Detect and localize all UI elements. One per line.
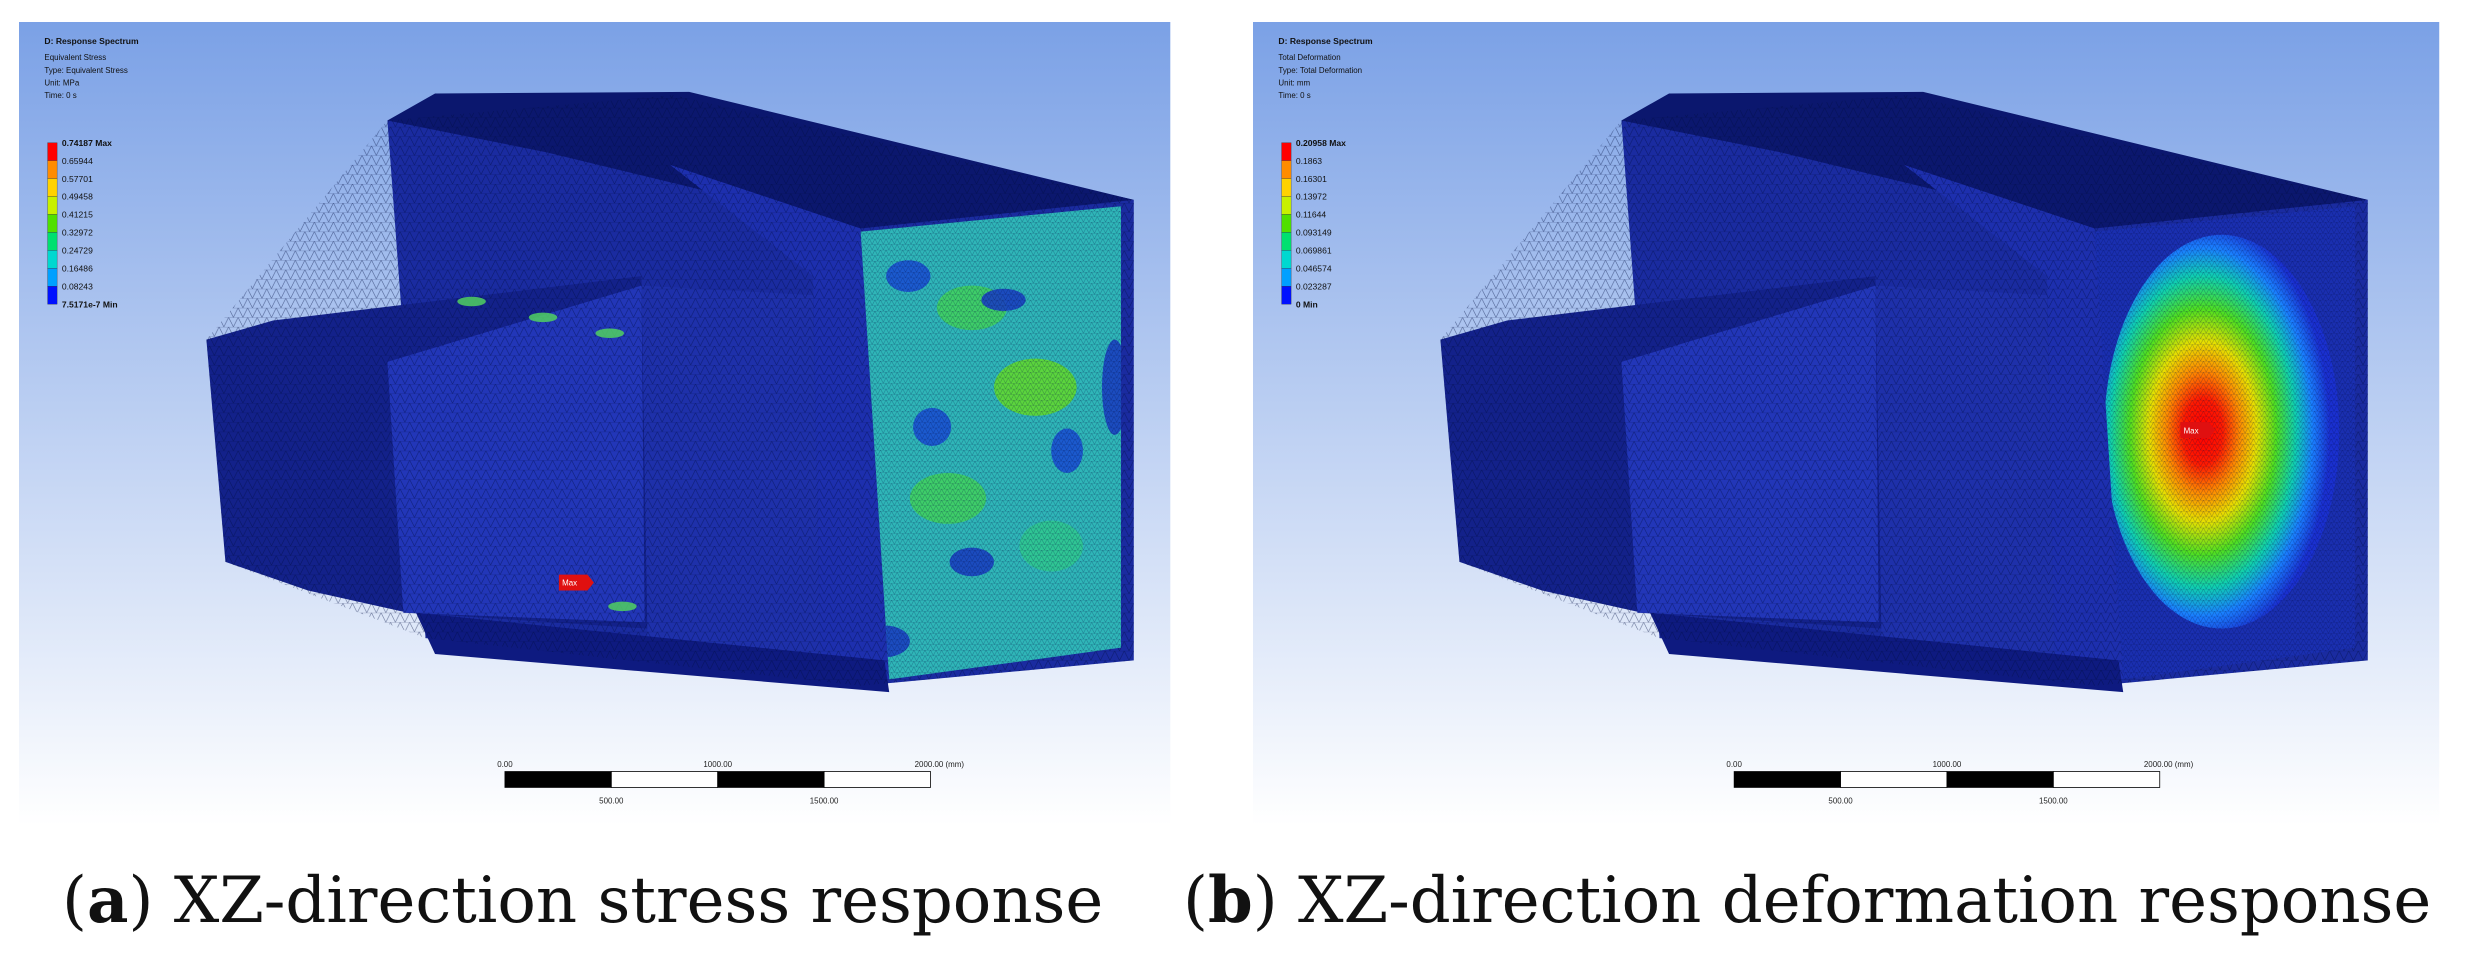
scale-segment bbox=[504, 771, 612, 788]
result-info: Time: 0 s bbox=[44, 91, 76, 100]
max-marker bbox=[2180, 422, 2216, 439]
result-info: Unit: MPa bbox=[44, 79, 79, 88]
hot-spot bbox=[608, 601, 637, 612]
deformation-contour bbox=[2094, 206, 2356, 680]
panel-b: Max D: Response Spectrum Total Deformation… bbox=[1253, 22, 2440, 826]
caption-part: a bbox=[87, 863, 128, 938]
legend-swatch bbox=[47, 214, 58, 233]
stress-contour bbox=[860, 206, 1122, 680]
legend-swatch bbox=[1281, 286, 1292, 305]
caption-part: ( bbox=[62, 864, 87, 938]
legend-swatch bbox=[1281, 250, 1292, 269]
caption-part: ) XZ-direction stress response bbox=[128, 864, 1103, 938]
caption: (b) XZ-direction deformation response bbox=[1183, 863, 2431, 938]
legend-label: 7.5171e-7 Min bbox=[62, 299, 118, 309]
scale-segment bbox=[1733, 771, 1841, 788]
legend-swatch bbox=[1281, 178, 1292, 197]
result-title: D: Response Spectrum bbox=[44, 36, 139, 46]
contour-mesh bbox=[2094, 206, 2356, 680]
result-info: Equivalent Stress bbox=[44, 53, 106, 62]
result-info: Type: Equivalent Stress bbox=[44, 66, 127, 75]
legend-swatch bbox=[1281, 268, 1292, 287]
legend-swatch bbox=[47, 250, 58, 269]
legend-label: 0 Min bbox=[1296, 299, 1318, 309]
max-marker bbox=[558, 574, 594, 591]
panel-a: Max D: Response Spectrum Equivalent Stress… bbox=[19, 22, 1171, 826]
legend-label: 0.24729 bbox=[62, 246, 93, 256]
result-info: Type: Total Deformation bbox=[1278, 66, 1362, 75]
result-info: Unit: mm bbox=[1278, 79, 1310, 88]
hot-spot bbox=[595, 328, 625, 339]
result-title: D: Response Spectrum bbox=[1278, 36, 1373, 46]
caption-part: ( bbox=[1183, 864, 1208, 938]
legend-label: 0.093149 bbox=[1296, 228, 1332, 238]
legend-label: 0.41215 bbox=[62, 210, 93, 220]
legend-swatch bbox=[47, 268, 58, 287]
legend-label: 0.65944 bbox=[62, 156, 93, 166]
legend-swatch bbox=[47, 142, 58, 161]
legend-swatch bbox=[1281, 142, 1292, 161]
legend-swatch bbox=[1281, 214, 1292, 233]
legend-swatch bbox=[47, 196, 58, 215]
contour-mesh bbox=[860, 206, 1122, 680]
legend-label: 0.069861 bbox=[1296, 246, 1332, 256]
legend-label: 0.49458 bbox=[62, 192, 93, 202]
legend-swatch bbox=[47, 232, 58, 251]
legend-swatch bbox=[1281, 160, 1292, 179]
scale-label: 1500.00 bbox=[2039, 796, 2068, 805]
legend-swatch bbox=[1281, 232, 1292, 251]
caption-part: ) XZ-direction deformation response bbox=[1253, 864, 2432, 938]
scale-segment bbox=[2052, 771, 2161, 788]
scale-segment bbox=[610, 771, 719, 788]
legend-label: 0.20958 Max bbox=[1296, 138, 1346, 148]
legend-label: 0.57701 bbox=[62, 174, 93, 184]
max-label: Max bbox=[562, 579, 577, 588]
hot-spot bbox=[457, 296, 486, 307]
scale-segment bbox=[717, 771, 825, 788]
legend-label: 0.13972 bbox=[1296, 192, 1327, 202]
legend-label: 0.023287 bbox=[1296, 281, 1332, 291]
scale-label: 1000.00 bbox=[703, 760, 732, 769]
legend-label: 0.74187 Max bbox=[62, 138, 112, 148]
legend-swatch bbox=[1281, 196, 1292, 215]
legend-label: 0.32972 bbox=[62, 228, 93, 238]
scale-segment bbox=[1946, 771, 2054, 788]
scale-label: 1000.00 bbox=[1933, 760, 1962, 769]
scale-label: 500.00 bbox=[599, 796, 624, 805]
result-info: Time: 0 s bbox=[1278, 91, 1310, 100]
legend-label: 0.16301 bbox=[1296, 174, 1327, 184]
legend-swatch bbox=[47, 286, 58, 305]
legend-label: 0.1863 bbox=[1296, 156, 1322, 166]
caption: (a) XZ-direction stress response bbox=[62, 863, 1103, 938]
scale-label: 2000.00 (mm) bbox=[915, 760, 965, 769]
legend-label: 0.11644 bbox=[1296, 210, 1327, 220]
scale-segment bbox=[823, 771, 931, 788]
legend-swatch bbox=[47, 160, 58, 179]
legend-label: 0.16486 bbox=[62, 263, 93, 273]
legend-swatch bbox=[47, 178, 58, 197]
scale-label: 1500.00 bbox=[810, 796, 839, 805]
legend-label: 0.08243 bbox=[62, 281, 93, 291]
scale-label: 2000.00 (mm) bbox=[2144, 760, 2194, 769]
scale-label: 500.00 bbox=[1828, 796, 1853, 805]
hot-spot bbox=[528, 312, 558, 323]
caption-part: b bbox=[1208, 863, 1253, 938]
result-info: Total Deformation bbox=[1278, 53, 1340, 62]
max-label: Max bbox=[2184, 426, 2199, 435]
legend-label: 0.046574 bbox=[1296, 263, 1332, 273]
scale-label: 0.00 bbox=[1726, 760, 1742, 769]
scale-label: 0.00 bbox=[497, 760, 513, 769]
scale-segment bbox=[1840, 771, 1948, 788]
